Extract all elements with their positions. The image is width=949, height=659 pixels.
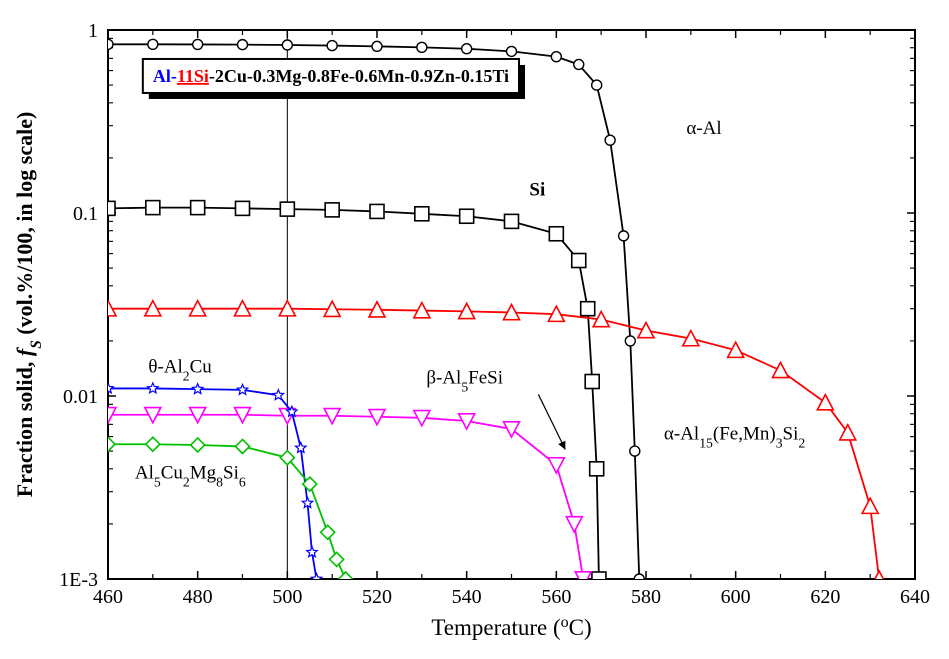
- svg-text:Temperature (oC): Temperature (oC): [431, 614, 591, 641]
- svg-text:Al-11Si-2Cu-0.3Mg-0.8Fe-0.6Mn-: Al-11Si-2Cu-0.3Mg-0.8Fe-0.6Mn-0.9Zn-0.15…: [153, 66, 509, 86]
- svg-text:0.01: 0.01: [63, 386, 98, 408]
- svg-text:Al5Cu2Mg8Si6: Al5Cu2Mg8Si6: [135, 462, 246, 489]
- svg-text:1: 1: [88, 20, 98, 42]
- svg-text:α-Al15(Fe,Mn)3Si2: α-Al15(Fe,Mn)3Si2: [664, 423, 805, 450]
- svg-text:500: 500: [272, 586, 302, 608]
- svg-text:540: 540: [452, 586, 482, 608]
- svg-text:480: 480: [183, 586, 213, 608]
- svg-text:β-Al5FeSi: β-Al5FeSi: [426, 368, 503, 395]
- svg-text:600: 600: [721, 586, 751, 608]
- svg-text:α-Al: α-Al: [686, 118, 721, 139]
- svg-text:580: 580: [631, 586, 661, 608]
- fraction-solid-chart: 460480500520540560580600620640Temperatur…: [0, 0, 949, 659]
- svg-text:620: 620: [810, 586, 840, 608]
- svg-text:Fraction solid, fS (vol.%/100,: Fraction solid, fS (vol.%/100, in log sc…: [12, 112, 45, 498]
- svg-text:520: 520: [362, 586, 392, 608]
- svg-text:1E-3: 1E-3: [59, 569, 98, 591]
- svg-text:560: 560: [541, 586, 571, 608]
- svg-text:640: 640: [900, 586, 930, 608]
- svg-text:0.1: 0.1: [73, 203, 98, 225]
- svg-text:θ-Al2Cu: θ-Al2Cu: [148, 357, 212, 384]
- chart-svg: 460480500520540560580600620640Temperatur…: [0, 0, 949, 659]
- svg-text:Si: Si: [529, 179, 545, 200]
